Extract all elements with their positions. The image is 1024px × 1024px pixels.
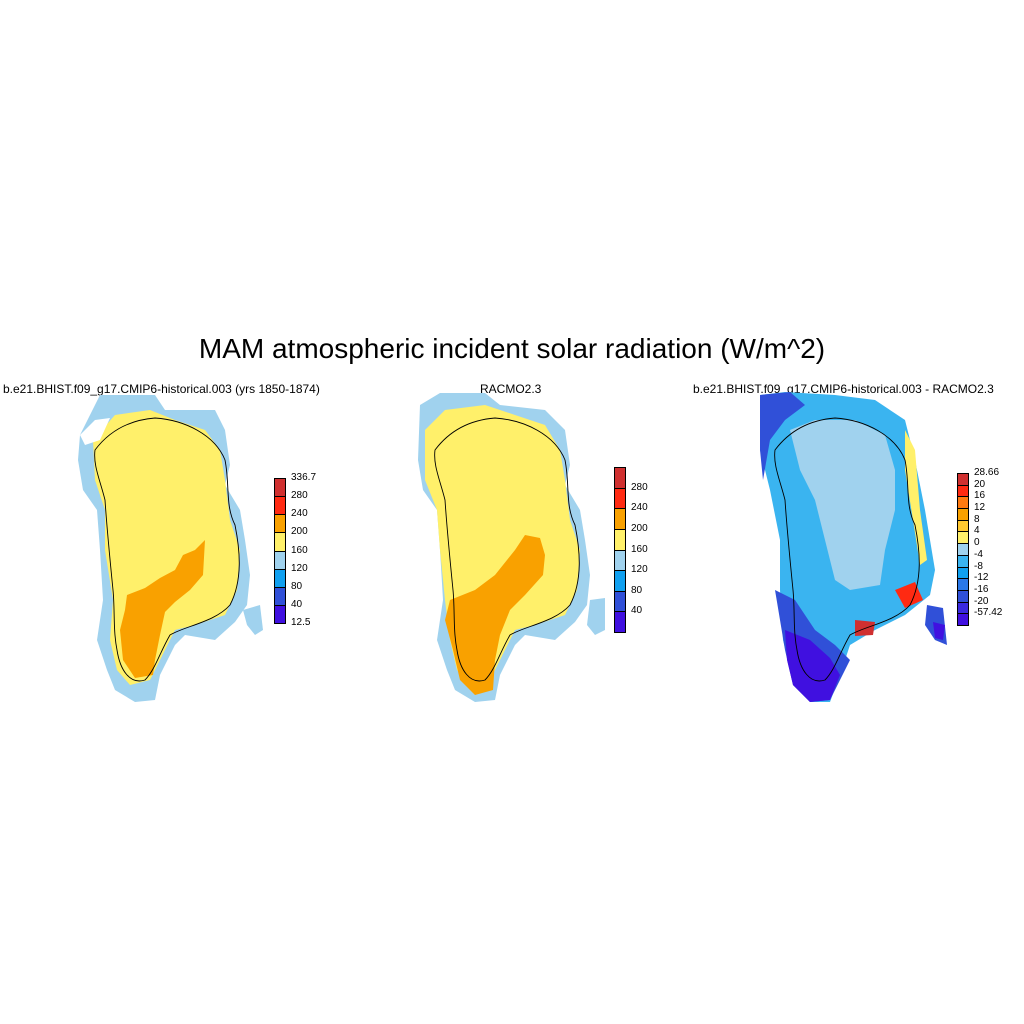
colorbar-segment xyxy=(957,589,969,603)
colorbar-segment xyxy=(957,554,969,568)
colorbar-segment xyxy=(957,578,969,591)
colorbar-label: 80 xyxy=(291,580,303,592)
colorbar-label: 200 xyxy=(291,526,308,538)
colorbar-label: 12 xyxy=(974,502,986,514)
colorbar-segment xyxy=(274,568,286,588)
colorbar-label: 40 xyxy=(291,598,303,610)
colorbar-segment xyxy=(957,484,969,498)
colorbar-segment xyxy=(614,590,626,613)
colorbar-segment xyxy=(957,519,969,533)
colorbar-label: 280 xyxy=(291,490,308,502)
coastline xyxy=(774,417,920,682)
map-cells xyxy=(760,392,947,702)
colorbar-segment xyxy=(957,543,969,556)
colorbar-label: -57.42 xyxy=(974,607,1003,619)
colorbar-segment xyxy=(614,467,626,489)
colorbar-label: 120 xyxy=(631,564,648,576)
map-cells xyxy=(418,393,605,702)
colorbar-label: 200 xyxy=(631,522,648,534)
colorbar-segment xyxy=(274,478,286,498)
colorbar-label: -16 xyxy=(974,583,989,595)
colorbar-label: 0 xyxy=(974,537,980,549)
panel-title-racmo: RACMO2.3 xyxy=(480,382,542,396)
colorbar-segment xyxy=(614,611,626,633)
colorbar-segment xyxy=(274,532,286,552)
colorbar-label: 12.5 xyxy=(291,617,311,628)
colorbar-segment xyxy=(957,508,969,521)
colorbar-segment xyxy=(614,549,626,572)
colorbar-label: 16 xyxy=(974,490,986,502)
colorbar-segment xyxy=(614,570,626,592)
model-map xyxy=(78,395,263,702)
colorbar-label: 8 xyxy=(974,513,980,525)
colorbar-label: 28.66 xyxy=(974,467,1000,478)
colorbar-segment xyxy=(957,613,969,626)
figure-title: MAM atmospheric incident solar radiation… xyxy=(198,333,826,364)
colorbar-label: 240 xyxy=(631,502,648,514)
colorbar-label: -20 xyxy=(974,595,989,607)
colorbar-segment xyxy=(274,496,286,516)
colorbar-label: -4 xyxy=(974,548,983,560)
colorbar-label: 280 xyxy=(631,481,648,493)
colorbar-label: 160 xyxy=(291,544,308,556)
colorbar-segment xyxy=(957,496,969,510)
racmo-map xyxy=(418,393,605,702)
colorbar-label: -8 xyxy=(974,560,983,572)
colorbar-label: 240 xyxy=(291,508,308,520)
panel-title-difference: b.e21.BHIST.f09_g17.CMIP6-historical.003… xyxy=(693,382,994,396)
colorbar-label: -12 xyxy=(974,572,989,584)
colorbar-segment xyxy=(274,514,286,534)
colorbar-label: 336.7 xyxy=(291,472,317,483)
colorbar-label: 4 xyxy=(974,525,980,537)
colorbar-segment xyxy=(614,487,626,510)
colorbar-label: 40 xyxy=(631,605,643,617)
map-cells xyxy=(78,395,263,702)
colorbar-segment xyxy=(274,550,286,570)
colorbar-segment xyxy=(957,531,969,545)
colorbar-segment xyxy=(957,473,969,486)
colorbar-label: 120 xyxy=(291,562,308,574)
panel-title-model: b.e21.BHIST.f09_g17.CMIP6-historical.003… xyxy=(3,382,320,396)
colorbar-label: 80 xyxy=(631,584,643,596)
colorbar-segment xyxy=(614,508,626,530)
difference-map xyxy=(760,392,947,702)
colorbar-segment xyxy=(274,604,286,624)
colorbar-label: 160 xyxy=(631,543,648,555)
colorbar-segment xyxy=(957,601,969,615)
coastline xyxy=(434,417,580,682)
colorbar-label: 20 xyxy=(974,478,986,490)
colorbar-segment xyxy=(957,566,969,580)
colorbar-segment xyxy=(614,528,626,551)
coastline xyxy=(94,417,240,682)
colorbar-segment xyxy=(274,586,286,606)
